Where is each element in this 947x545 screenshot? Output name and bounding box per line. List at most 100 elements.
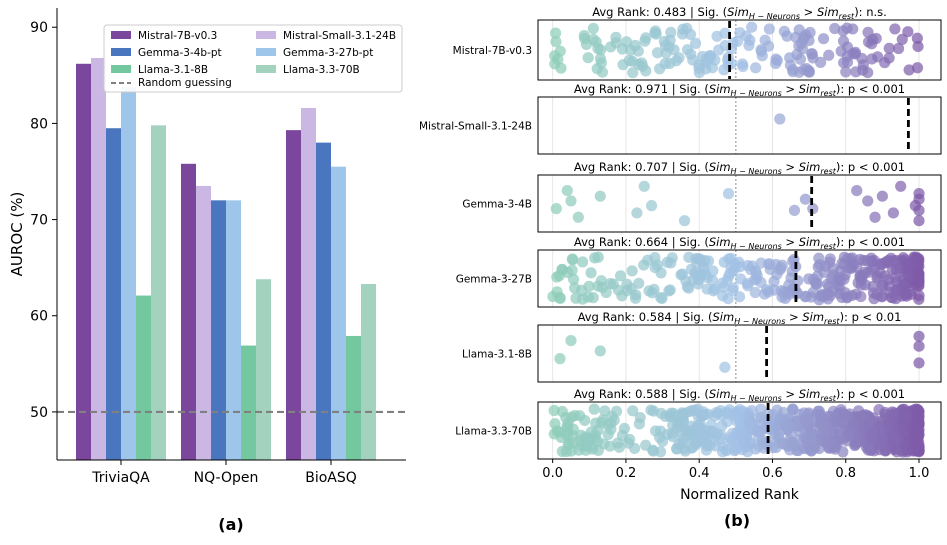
sig-result-text: ): p < 0.01: [840, 310, 902, 324]
rank-point: [707, 265, 719, 277]
x-tick-label: TriviaQA: [91, 470, 150, 486]
rank-point: [785, 272, 797, 284]
rank-point: [738, 436, 750, 449]
rank-point: [709, 54, 721, 66]
sim-subscript-h: H − Neurons: [731, 394, 782, 403]
rank-point: [582, 52, 594, 64]
sig-result-text: ): p < 0.001: [836, 160, 905, 174]
legend-label: Llama-3.1-8B: [138, 64, 208, 76]
rank-point: [911, 407, 923, 419]
rank-point: [856, 271, 868, 283]
rank-point: [862, 444, 874, 456]
rank-point: [803, 434, 815, 446]
sim-symbol: Sim: [799, 82, 821, 96]
bar-llama-3-3-70b-nq-open: [256, 279, 271, 460]
rank-point: [913, 340, 925, 352]
bar-gemma-3-27b-pt-nq-open: [226, 200, 241, 460]
rank-point: [678, 215, 691, 227]
rank-point: [886, 292, 899, 304]
rank-point: [627, 405, 639, 417]
rank-point: [818, 266, 830, 278]
rank-point: [760, 437, 772, 449]
rank-point: [815, 408, 827, 421]
rank-point: [679, 445, 691, 457]
rank-point: [649, 252, 661, 264]
rank-point: [803, 66, 815, 78]
sim-subscript-rest: rest: [824, 317, 840, 326]
rank-point: [605, 41, 617, 53]
sig-result-text: ): p < 0.001: [836, 235, 905, 249]
rank-point: [589, 252, 601, 264]
row-frame: [537, 249, 942, 308]
rank-point: [913, 293, 925, 305]
y-tick-label: 60: [30, 309, 48, 325]
rank-point: [763, 258, 775, 270]
rank-point: [575, 439, 587, 451]
rank-point: [562, 438, 574, 451]
rank-point: [550, 203, 562, 215]
rank-point: [722, 293, 734, 305]
row-title: Avg Rank: 0.584 | Sig. (SimH − Neurons >…: [578, 310, 902, 326]
rank-point: [869, 211, 881, 223]
rank-point: [650, 28, 662, 40]
rank-point: [902, 26, 914, 38]
rank-point: [675, 269, 687, 281]
rank-point: [799, 193, 812, 205]
rank-point: [855, 279, 867, 291]
rank-point: [838, 57, 850, 69]
sim-subscript-rest: rest: [820, 394, 836, 403]
rank-point: [586, 443, 599, 455]
rank-point: [550, 36, 562, 48]
rank-point: [799, 415, 812, 427]
row-title: Avg Rank: 0.664 | Sig. (SimH − Neurons >…: [574, 235, 905, 251]
greater-than: >: [782, 82, 799, 96]
rank-point: [616, 43, 628, 55]
rank-point: [683, 282, 695, 294]
rank-point: [774, 113, 786, 125]
rank-point: [823, 281, 835, 293]
rank-point: [763, 23, 775, 35]
legend-label: Mistral-Small-3.1-24B: [283, 30, 396, 42]
rank-point: [633, 277, 645, 289]
rank-point: [787, 66, 799, 78]
rank-point: [647, 405, 660, 417]
rank-point: [883, 52, 895, 64]
rank-point: [566, 253, 579, 265]
bar-llama-3-1-8b-nq-open: [241, 345, 256, 460]
bar-llama-3-3-70b-triviaqa: [151, 125, 166, 460]
sim-subscript-h: H − Neurons: [731, 242, 782, 251]
sig-prefix: Sig. (: [679, 82, 709, 96]
legend-swatch: [111, 48, 131, 56]
rank-point: [840, 66, 852, 78]
rank-point: [750, 62, 762, 74]
bar-llama-3-1-8b-triviaqa: [136, 295, 151, 460]
rank-point: [629, 442, 641, 454]
row-frame: [537, 324, 942, 383]
legend-swatch: [111, 65, 131, 73]
rank-point: [733, 406, 745, 418]
rank-point: [767, 409, 779, 421]
rank-point: [561, 185, 573, 197]
rank-point: [876, 435, 889, 447]
rank-point: [549, 58, 561, 70]
rank-point: [794, 53, 807, 65]
row-frame: [537, 19, 942, 81]
rank-point: [655, 292, 667, 304]
rank-point: [701, 283, 713, 295]
bar-gemma-3-27b-pt-triviaqa: [121, 86, 136, 461]
sim-symbol: Sim: [799, 160, 821, 174]
rank-point: [818, 428, 830, 440]
rank-point: [785, 428, 797, 440]
rank-point: [583, 280, 595, 292]
rank-point: [697, 406, 709, 418]
rank-point: [817, 33, 830, 45]
rank-point: [811, 278, 824, 290]
rank-point: [813, 294, 825, 306]
rank-point: [880, 256, 893, 268]
rank-point: [610, 405, 623, 417]
rank-point: [612, 284, 625, 296]
avg-rank-text: Avg Rank: 0.707: [574, 160, 668, 174]
x-axis-label: Normalized Rank: [680, 487, 800, 503]
sig-prefix: Sig. (: [679, 160, 709, 174]
avg-rank-text: Avg Rank: 0.971: [574, 82, 668, 96]
